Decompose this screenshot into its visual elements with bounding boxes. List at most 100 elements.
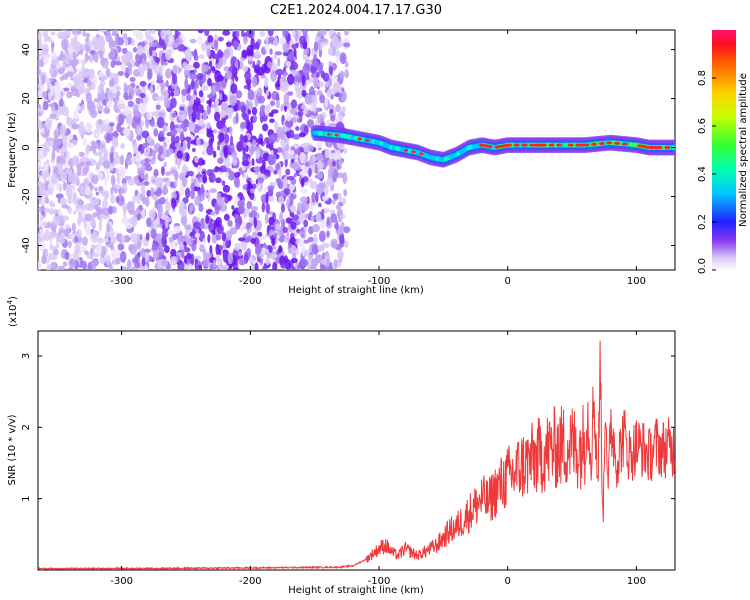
spectrogram-noise-cell — [291, 257, 298, 264]
spectrogram-noise-cell — [265, 35, 269, 45]
spectrogram-noise-cell — [99, 255, 106, 265]
spectrogram-noise-cell — [116, 248, 121, 258]
spectrogram-noise-cell — [155, 96, 163, 102]
spectrogram-noise-cell — [181, 88, 188, 96]
spectrogram-noise-cell — [273, 232, 278, 239]
spectrogram-noise-cell — [341, 90, 347, 102]
spectrogram-noise-cell — [211, 229, 216, 236]
spectrogram-noise-cell — [187, 105, 194, 117]
spectrogram-noise-cell — [62, 181, 67, 191]
spectrogram-noise-cell — [38, 31, 42, 42]
top-y-ticks: -40 -20 0 20 40 — [21, 43, 675, 254]
spectrogram-noise-cell — [123, 105, 131, 117]
spectrogram-noise-cell — [114, 85, 122, 91]
spectrogram-noise-cell — [252, 115, 258, 123]
spectrogram-noise-cell — [181, 93, 186, 103]
spectrogram-noise-cell — [299, 151, 306, 164]
spectrogram-noise-cell — [137, 66, 143, 73]
spectrogram-noise-cell — [73, 41, 82, 52]
spectrogram-noise-cell — [55, 181, 60, 191]
spectrogram-noise-cell — [315, 191, 319, 204]
spectrogram-noise-cell — [219, 165, 227, 173]
spectrogram-noise-cell — [304, 213, 309, 218]
top-x-tick-label: -300 — [110, 276, 133, 287]
spectrogram-noise-cell — [104, 174, 108, 187]
spectrogram-noise-cell — [121, 63, 126, 74]
spectrogram-noise-cell — [155, 218, 160, 225]
spectrogram-noise-cell — [146, 145, 151, 154]
spectrogram-noise-cell — [334, 50, 341, 57]
spectrogram-noise-cell — [185, 50, 193, 62]
spectrogram-noise-cell — [134, 254, 139, 262]
spectrogram-noise-cell — [310, 201, 318, 206]
spectrogram-noise-cell — [307, 144, 314, 153]
spectrogram-noise-cell — [294, 34, 299, 42]
spectrogram-noise-cell — [95, 191, 99, 196]
spectrogram-noise-cell — [82, 30, 86, 37]
spectrogram-noise-cell — [204, 30, 210, 37]
spectrogram-noise-cell — [103, 238, 109, 243]
spectrogram-noise-cell — [163, 147, 167, 158]
spectrogram-noise-cell — [221, 180, 226, 186]
spectrogram-noise-cell — [207, 190, 211, 203]
spectrogram-noise-cell — [317, 171, 324, 179]
spectrogram-noise-cell — [198, 90, 204, 98]
spectrogram-noise-cell — [114, 61, 123, 66]
spectrogram-noise-cell — [298, 231, 304, 236]
spectrogram-noise-cell — [340, 221, 345, 232]
spectrogram-noise-cell — [245, 222, 251, 230]
spectrogram-noise-cell — [326, 88, 332, 98]
spectrogram-noise-cell — [124, 38, 129, 47]
spectrogram-noise-cell — [152, 50, 157, 57]
spectrogram-noise-cell — [280, 203, 285, 213]
spectrogram-noise-cell — [60, 51, 64, 58]
spectrogram-noise-cell — [48, 252, 54, 261]
spectrogram-noise-cell — [255, 243, 262, 255]
spectrogram-noise-cell — [135, 97, 142, 104]
spectrogram-noise-cell — [116, 174, 121, 184]
spectrogram-noise-cell — [182, 139, 187, 152]
spectrogram-noise-cell — [48, 103, 56, 108]
spectrogram-noise-cell — [269, 118, 275, 123]
spectrogram-noise-cell — [43, 207, 51, 214]
spectrogram-noise-cell — [73, 74, 82, 87]
colorbar-gradient — [712, 30, 736, 270]
spectrogram-noise-cell — [62, 102, 66, 112]
spectrogram-noise-cell — [58, 98, 64, 107]
spectrogram-noise-cell — [162, 126, 166, 135]
spectrogram-noise-cell — [228, 142, 235, 153]
spectrogram-noise-cell — [238, 237, 246, 242]
spectrogram-noise-cell — [150, 30, 156, 35]
spectrogram-noise-cell — [110, 92, 117, 99]
spectrogram-noise-cell — [71, 155, 80, 166]
spectrogram-noise-cell — [145, 117, 149, 129]
spectrogram-noise-cell — [290, 61, 299, 71]
spectrogram-noise-cell — [265, 257, 271, 266]
spectrogram-noise-cell — [316, 152, 324, 162]
spectrogram-noise-cell — [193, 61, 200, 69]
spectrogram-noise-cell — [131, 216, 138, 227]
spectrogram-noise-cell — [132, 194, 136, 204]
spectrogram-noise-cell — [313, 76, 318, 89]
spectrogram-noise-cell — [249, 210, 257, 218]
spectrogram-noise-cell — [58, 109, 64, 116]
spectrogram-noise-cell — [197, 35, 203, 45]
spectrogram-noise-cell — [71, 222, 77, 232]
spectrogram-noise-cell — [214, 39, 219, 51]
spectrogram-noise-cell — [205, 121, 212, 129]
spectrogram-noise-cell — [154, 56, 161, 63]
spectrogram-noise-cell — [177, 260, 185, 270]
spectrogram-noise-cell — [319, 94, 326, 104]
spectrogram-noise-cell — [214, 111, 221, 122]
spectrogram-noise-cell — [81, 104, 85, 112]
spectrogram-signal-track — [310, 124, 675, 168]
spectrogram-noise-cell — [95, 244, 103, 256]
spectrogram-noise-cell — [256, 42, 260, 51]
spectrogram-noise-cell — [148, 41, 157, 47]
spectrogram-noise-cell — [259, 31, 266, 37]
spectrogram-noise-cell — [51, 202, 56, 208]
spectrogram-noise-cell — [206, 144, 214, 156]
track-cell-peak — [656, 146, 663, 150]
spectrogram-noise-cell — [230, 135, 234, 146]
top-x-tick-label: 100 — [627, 276, 646, 287]
